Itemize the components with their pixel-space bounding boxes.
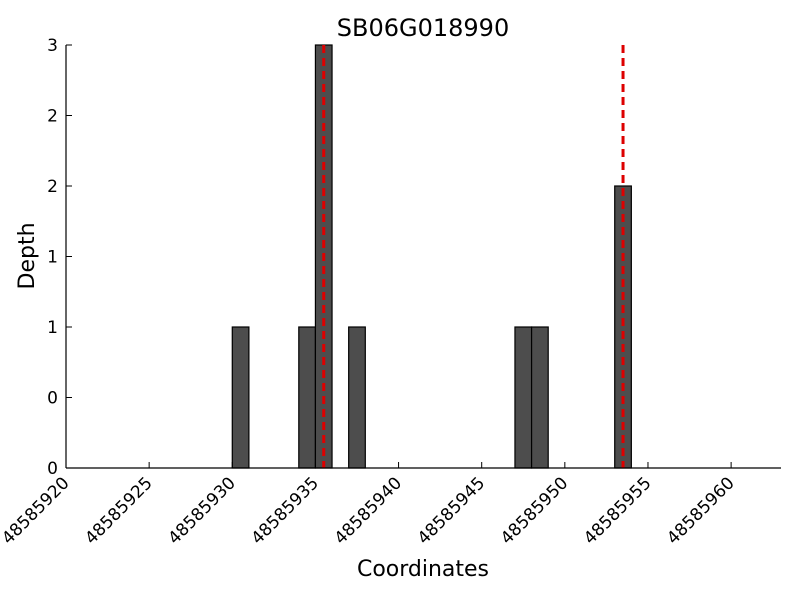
chart-title: SB06G018990 [337, 14, 509, 42]
y-tick-label: 0 [47, 389, 58, 409]
x-axis-label: Coordinates [357, 557, 489, 582]
x-tick-label: 48585935 [248, 473, 323, 548]
y-tick-label: 0 [47, 459, 58, 479]
bar-0 [231, 326, 250, 469]
x-ticks-group: 48585920 48585925 48585930 48585935 48585940… [0, 462, 739, 549]
y-tick-label: 1 [47, 248, 58, 268]
x-tick-label: 48585945 [414, 473, 489, 548]
y-tick-label: 1 [47, 318, 58, 338]
x-tick-label: 48585930 [164, 473, 239, 548]
y-ticks-group: 0 0 1 1 2 2 3 [47, 36, 72, 479]
x-tick-label: 48585940 [331, 473, 406, 548]
bar-1 [298, 326, 317, 469]
y-tick-label: 3 [47, 36, 58, 56]
y-axis-label: Depth [15, 222, 40, 289]
x-tick-label: 48585920 [0, 473, 74, 548]
x-tick-label: 48585955 [580, 473, 655, 548]
x-tick-label: 48585950 [497, 473, 572, 548]
x-tick-label: 48585960 [663, 473, 738, 548]
reference-lines-group [322, 45, 625, 468]
y-tick-label: 2 [47, 107, 58, 127]
y-tick-label: 2 [47, 177, 58, 197]
bar-4 [514, 326, 533, 469]
bar-5 [530, 326, 549, 469]
bar-3 [348, 326, 366, 469]
axes-group [65, 45, 781, 469]
bars-group [231, 44, 632, 469]
x-tick-label: 48585925 [81, 473, 156, 548]
